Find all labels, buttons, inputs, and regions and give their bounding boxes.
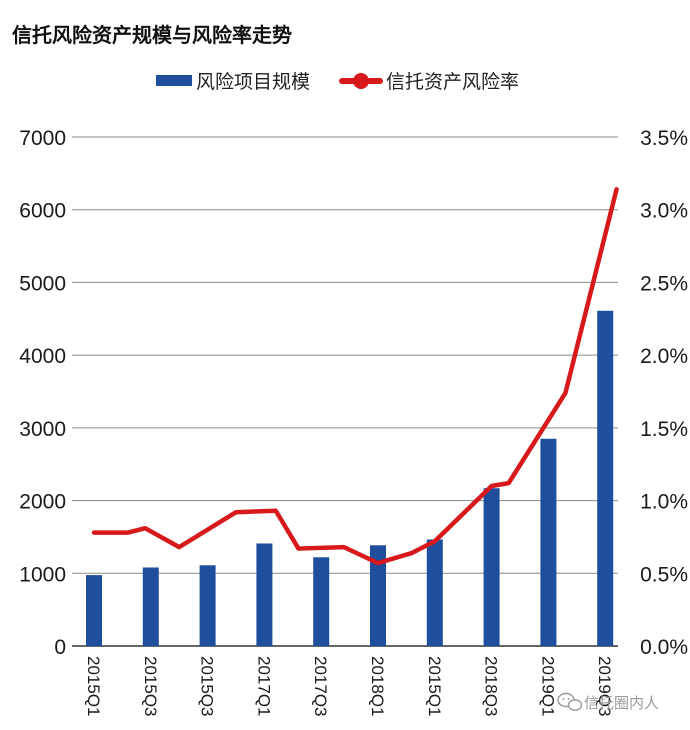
bar	[540, 438, 557, 646]
left-tick-label: 6000	[19, 200, 66, 223]
left-tick-label: 5000	[19, 272, 66, 295]
left-tick-label: 3000	[19, 418, 66, 441]
x-tick-label: 2018Q1	[368, 656, 387, 717]
right-tick-label: 0.5%	[640, 563, 688, 586]
bar	[483, 488, 500, 646]
wechat-icon	[557, 692, 583, 711]
x-tick-label: 2019Q3	[595, 656, 614, 717]
x-tick-label: 2018Q3	[482, 656, 501, 717]
left-tick-label: 4000	[19, 345, 66, 368]
right-tick-label: 2.0%	[640, 345, 688, 368]
x-tick-label: 2017Q3	[311, 656, 330, 717]
chart-title: 信托风险资产规模与风险率走势	[12, 23, 292, 47]
x-tick-label: 2015Q3	[198, 656, 217, 717]
x-axis-ticks: 2015Q1 2015Q3 2015Q3 2017Q1 2017Q3 2018Q1 2015…	[84, 656, 614, 717]
bar	[313, 557, 330, 646]
bar	[199, 565, 216, 646]
risk-rate-line	[91, 187, 619, 566]
legend-swatch-dot	[353, 73, 369, 89]
right-tick-label: 3.0%	[640, 200, 688, 223]
legend-swatch-bar	[156, 75, 192, 86]
x-tick-label: 2019Q1	[538, 656, 557, 717]
right-tick-label: 0.0%	[640, 636, 688, 659]
x-tick-label: 2015Q3	[141, 656, 160, 717]
bar	[256, 543, 273, 646]
right-tick-label: 1.5%	[640, 418, 688, 441]
left-tick-label: 0	[54, 636, 66, 659]
left-tick-label: 1000	[19, 563, 66, 586]
right-axis-ticks: 0.0% 0.5% 1.0% 1.5% 2.0% 2.5% 3.0% 3.5%	[640, 127, 688, 659]
line-series	[91, 187, 619, 566]
left-tick-label: 2000	[19, 491, 66, 514]
bar	[597, 310, 614, 646]
grid	[72, 136, 618, 647]
bar	[426, 539, 443, 646]
watermark: 信托圈内人	[557, 692, 659, 712]
bar	[86, 575, 102, 646]
right-tick-label: 2.5%	[640, 272, 688, 295]
bar-series	[86, 310, 614, 646]
legend: 风险项目规模 信托资产风险率	[156, 71, 519, 93]
x-tick-label: 2015Q1	[425, 656, 444, 717]
left-tick-label: 7000	[19, 127, 66, 150]
right-tick-label: 3.5%	[640, 127, 688, 150]
right-tick-label: 1.0%	[640, 491, 688, 514]
bar	[370, 545, 386, 646]
left-axis-ticks: 0 1000 2000 3000 4000 5000 6000 7000	[19, 127, 66, 659]
legend-label-bar: 风险项目规模	[196, 71, 310, 93]
x-tick-label: 2017Q1	[254, 656, 273, 717]
x-tick-label: 2015Q1	[84, 656, 103, 717]
legend-label-line: 信托资产风险率	[386, 71, 519, 93]
bar	[142, 567, 159, 646]
watermark-text: 信托圈内人	[584, 694, 659, 712]
